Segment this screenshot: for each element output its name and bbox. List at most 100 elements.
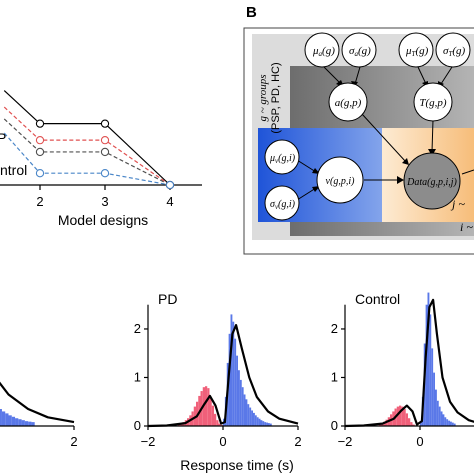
blue-bin [453,423,456,426]
blue-bin [427,292,430,426]
edge-mu-v-to-v [296,159,317,173]
red-bin [207,388,210,426]
node-mu-a: μa(g) [304,32,340,68]
blue-bin [438,406,441,426]
blue-bin [253,412,255,426]
panel-a-tick-label: 3 [101,194,108,209]
node-sigma-a-sub: a [354,50,358,58]
node-mu-a-arg: (g) [322,45,335,57]
conditions-plate-label: i ~ [460,220,473,234]
node-a-label: a(g,p) [335,97,362,109]
panel-a-point [100,147,110,157]
node-sigma-a: σa(g) [341,32,377,68]
model-density-curve [344,298,474,428]
blue-bin [249,407,252,426]
red-bin [403,409,406,426]
hist-y-tick-label: 1 [134,369,141,384]
red-bin [408,418,411,426]
node-sigma-v-arg: (g,i) [278,199,296,210]
blue-bin [31,422,35,426]
svg-text:μT(g): μT(g) [405,45,429,58]
hist-x-tick-label: −2 [338,434,353,449]
blue-bin [268,423,270,426]
blue-bin [228,333,231,426]
node-mu-t-symbol: μ [405,45,412,57]
panel-a-tick-label: 2 [36,194,43,209]
node-t-label: T(g,p) [419,97,447,109]
blue-bin [254,415,257,426]
blue-bin [433,372,435,426]
node-v-label: v(g,p,i) [326,176,356,187]
panel-b-diagram: B g ~ groups (PSP, PD, HC) j ~ i ~ [243,4,474,255]
node-sigma-a-arg: (g) [358,45,371,57]
panel-a-point [100,169,110,178]
node-mu-v-sub: v [275,157,279,165]
blue-bin [266,422,268,426]
blue-bin [230,314,233,426]
panel-a-line-chart: 2 3 4 P ntrol Model designs [0,90,202,228]
red-bin [214,413,217,426]
node-sigma-t-symbol: σ [443,45,449,57]
blue-bin [245,399,248,426]
panel-a-series-line [3,132,171,186]
panel-a-series-line [3,106,171,186]
edge-offscreen-to-data [461,169,474,175]
svg-text:μv(g,i): μv(g,i) [269,153,296,165]
hist-x-tick-label: 0 [219,434,226,449]
hist-x-tick-label: 2 [294,434,301,449]
blue-bin [232,321,235,426]
red-bin [211,405,214,426]
red-bin [405,413,408,426]
panel-a-point [165,180,175,190]
blue-bin [24,421,29,426]
node-sigma-a-symbol: σ [349,45,355,57]
panel-a-point [100,136,110,145]
blue-bin [450,421,452,426]
node-data: Data(g,p,i,j) [403,152,461,210]
panel-a-series [3,90,175,190]
blue-bin [238,370,240,426]
red-bin [216,420,219,426]
node-sigma-v-symbol: σ [270,199,276,210]
node-sigma-t-sub: T [448,50,453,58]
hist-x-tick-label: 2 [70,434,77,449]
hist-x-tick-label: 0 [416,434,423,449]
blue-bin [243,394,246,426]
panel-a-x-label: Model designs [58,212,148,228]
diagram-edges [296,66,474,201]
node-sigma-t: σT(g) [435,32,471,68]
hist-y-tick-label: 0 [331,418,338,433]
blue-bin [448,420,450,426]
node-mu-t-sub: T [412,50,417,58]
blue-bin [18,419,22,426]
blue-bin [1,411,6,426]
blue-bin [8,415,12,426]
red-bin [399,405,402,426]
blue-bin [236,355,238,426]
panel-a-tick-label: 4 [166,194,173,209]
blue-bin [451,422,454,426]
red-bin [378,424,381,426]
panel-a-point [100,119,110,128]
blue-bin [436,400,439,426]
edge-a-to-data [361,113,407,163]
blue-bin [5,413,9,426]
red-bin [412,424,415,426]
hist-y-tick-label: 2 [134,321,141,336]
node-mu-v-symbol: μ [269,153,275,164]
panel-a-point [35,136,45,145]
svg-text:μa(g): μa(g) [312,45,335,58]
model-density-curve [147,324,299,428]
node-a: a(g,p) [328,82,368,122]
histogram-left: 2 [0,381,78,449]
node-sigma-v-sub: v [275,203,279,211]
edge-mu-a-to-a [323,66,342,85]
blue-bin [241,387,244,426]
svg-text:σa(g): σa(g) [349,45,371,58]
hist-x-tick-label: −2 [141,434,156,449]
blue-bin [258,418,261,426]
model-density-curve [0,381,75,424]
blue-bin [435,389,437,426]
